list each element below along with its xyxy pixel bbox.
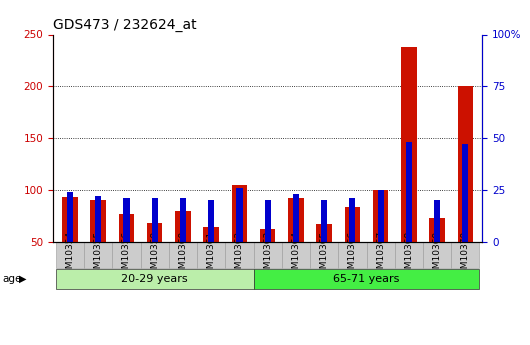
Bar [123, 198, 129, 241]
Text: GSM10356: GSM10356 [122, 230, 131, 279]
Text: GSM10370: GSM10370 [461, 230, 470, 279]
Text: GSM10369: GSM10369 [432, 230, 441, 279]
Bar [197, 241, 225, 268]
Bar [344, 207, 360, 242]
Bar [253, 241, 282, 268]
Bar [434, 200, 440, 242]
Bar [293, 194, 299, 241]
Bar [406, 142, 412, 242]
Bar [429, 218, 445, 241]
Bar [225, 241, 253, 268]
Bar [175, 211, 191, 241]
Bar [180, 198, 186, 241]
Bar [316, 224, 332, 241]
Bar [373, 190, 388, 242]
Text: GSM10363: GSM10363 [263, 230, 272, 279]
Bar [451, 241, 480, 268]
Bar [321, 200, 327, 242]
Text: ▶: ▶ [19, 274, 26, 284]
Text: GSM10367: GSM10367 [376, 230, 385, 279]
Bar [260, 229, 276, 242]
Text: GSM10366: GSM10366 [348, 230, 357, 279]
Bar [236, 188, 243, 241]
Bar [95, 196, 101, 241]
Bar [338, 241, 367, 268]
Bar [169, 241, 197, 268]
Text: 20-29 years: 20-29 years [121, 274, 188, 284]
Bar [264, 200, 271, 242]
Bar [62, 197, 78, 241]
Text: GSM10365: GSM10365 [320, 230, 329, 279]
Text: age: age [3, 274, 22, 284]
Bar [119, 214, 134, 242]
Bar [152, 198, 158, 241]
Bar [423, 241, 451, 268]
Bar [377, 190, 384, 242]
Text: GSM10359: GSM10359 [150, 230, 159, 279]
Text: GSM10360: GSM10360 [179, 230, 188, 279]
Text: GSM10364: GSM10364 [292, 230, 301, 279]
Text: GSM10361: GSM10361 [207, 230, 216, 279]
Bar [91, 200, 106, 242]
Bar [282, 241, 310, 268]
Bar [401, 47, 417, 242]
Bar [84, 241, 112, 268]
Bar [112, 241, 140, 268]
Text: GSM10362: GSM10362 [235, 230, 244, 279]
Text: GSM10368: GSM10368 [404, 230, 413, 279]
Bar [462, 144, 469, 242]
Bar [204, 227, 219, 242]
Text: 65-71 years: 65-71 years [333, 274, 400, 284]
Bar [56, 241, 84, 268]
Bar [208, 200, 214, 242]
Bar [457, 86, 473, 241]
Bar [67, 192, 73, 242]
Bar [140, 241, 169, 268]
Text: GDS473 / 232624_at: GDS473 / 232624_at [53, 18, 197, 32]
Text: GSM10354: GSM10354 [65, 230, 74, 279]
Bar [367, 241, 395, 268]
Bar [395, 241, 423, 268]
Bar [232, 185, 247, 242]
Text: GSM10355: GSM10355 [94, 230, 103, 279]
Bar [349, 198, 356, 241]
Bar [288, 198, 304, 241]
Bar [310, 241, 338, 268]
Bar [147, 223, 162, 241]
